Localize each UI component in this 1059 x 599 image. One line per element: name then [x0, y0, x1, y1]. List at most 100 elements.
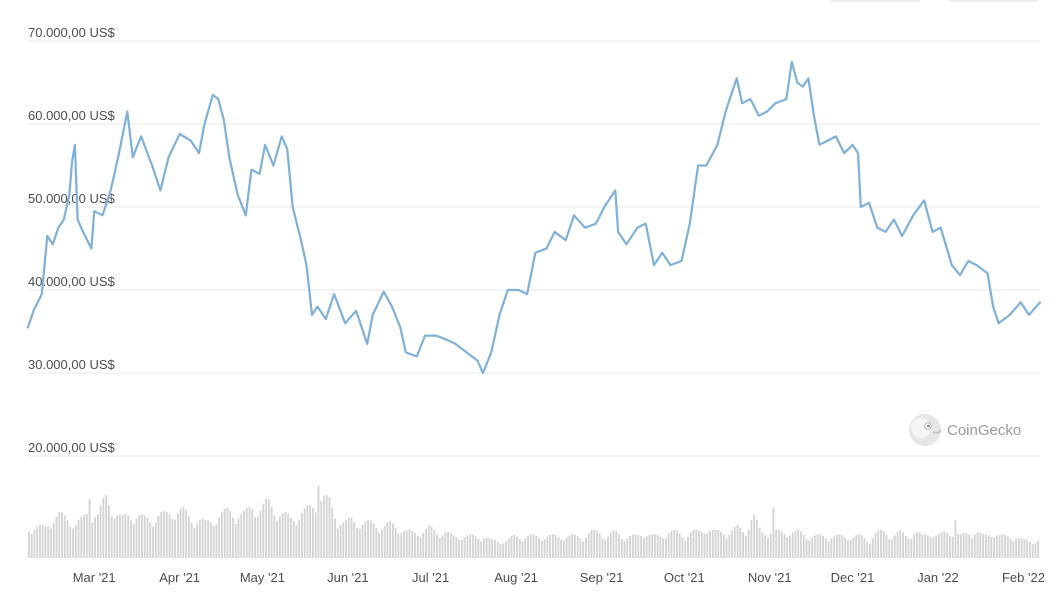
volume-bar	[642, 537, 645, 558]
volume-bar	[791, 532, 794, 558]
volume-bar	[929, 537, 932, 558]
volume-bar	[284, 512, 287, 558]
volume-bar	[91, 522, 94, 558]
volume-bar	[819, 534, 822, 558]
watermark-brand: CoinGecko	[947, 422, 1021, 439]
x-tick-label: Aug '21	[494, 570, 538, 585]
volume-bar	[747, 529, 750, 558]
volume-bar	[405, 530, 408, 558]
volume-bars	[28, 486, 1040, 558]
range-button-left[interactable]	[830, 0, 920, 2]
volume-bar	[118, 515, 121, 558]
volume-bar	[546, 536, 549, 558]
volume-bar	[204, 519, 207, 558]
volume-bar	[262, 503, 265, 558]
volume-bar	[744, 535, 747, 558]
volume-bar	[146, 517, 149, 558]
range-button-right[interactable]	[948, 0, 1038, 2]
volume-bar	[251, 509, 254, 558]
volume-bar	[990, 536, 993, 558]
volume-bar	[921, 534, 924, 558]
volume-bar	[336, 528, 339, 558]
volume-bar	[871, 538, 874, 558]
volume-bar	[551, 534, 554, 558]
volume-bar	[383, 526, 386, 558]
volume-bar	[711, 529, 714, 558]
volume-bar	[877, 529, 880, 558]
x-tick-label: Mar '21	[73, 570, 116, 585]
volume-bar	[827, 541, 830, 558]
volume-bar	[794, 530, 797, 558]
volume-bar	[664, 538, 667, 558]
volume-bar	[132, 524, 135, 558]
volume-bar	[830, 538, 833, 558]
volume-bar	[755, 519, 758, 558]
volume-bar	[811, 537, 813, 558]
volume-bar	[913, 534, 916, 558]
volume-bar	[739, 527, 742, 558]
volume-bar	[513, 534, 516, 558]
volume-bar	[94, 517, 97, 558]
volume-bar	[1020, 538, 1023, 558]
volume-bar	[408, 529, 411, 558]
volume-bar	[612, 530, 615, 558]
volume-bar	[1028, 541, 1031, 558]
volume-bar	[653, 534, 656, 558]
volume-bar	[157, 516, 160, 558]
volume-bar	[80, 516, 83, 558]
volume-bar	[838, 534, 841, 558]
volume-bar	[243, 511, 245, 558]
volume-bar	[234, 524, 237, 558]
volume-bar	[494, 539, 496, 558]
volume-bar	[295, 524, 298, 558]
volume-bar	[656, 534, 659, 558]
volume-bar	[518, 539, 521, 558]
volume-bar	[885, 534, 888, 558]
volume-bar	[659, 536, 662, 558]
volume-bar	[538, 538, 540, 558]
volume-bar	[63, 515, 66, 558]
volume-bar	[449, 533, 452, 558]
volume-bar	[425, 528, 427, 558]
volume-bar	[571, 534, 574, 558]
volume-bar	[761, 532, 764, 558]
volume-bar	[631, 534, 634, 558]
volume-bar	[971, 538, 973, 558]
volume-bar	[433, 529, 436, 558]
volume-bar	[629, 535, 631, 558]
x-tick-label: Nov '21	[748, 570, 792, 585]
volume-bar	[951, 536, 954, 558]
volume-bar	[375, 527, 378, 558]
volume-bar	[590, 530, 593, 558]
volume-bar	[1037, 540, 1040, 558]
volume-bar	[83, 514, 86, 558]
volume-bar	[783, 533, 786, 558]
volume-bar	[576, 536, 579, 558]
volume-bar	[802, 535, 805, 558]
volume-bar	[844, 537, 847, 558]
volume-bar	[1012, 541, 1015, 558]
volume-bar	[1031, 544, 1034, 558]
volume-bar	[85, 514, 88, 558]
volume-bar	[36, 526, 39, 558]
volume-bar	[273, 515, 276, 558]
volume-bar	[965, 533, 968, 558]
volume-bar	[350, 517, 353, 558]
volume-bar	[127, 515, 130, 558]
volume-bar	[940, 532, 943, 558]
volume-bar	[477, 538, 480, 558]
volume-bar	[562, 540, 565, 558]
volume-bar	[962, 533, 965, 558]
volume-bar	[143, 515, 146, 558]
volume-bar	[491, 539, 494, 558]
volume-bar	[281, 513, 284, 558]
volume-bar	[846, 540, 849, 558]
volume-bar	[604, 539, 607, 558]
volume-bar	[77, 519, 80, 558]
volume-bar	[347, 517, 350, 558]
price-line	[26, 60, 1042, 375]
volume-bar	[667, 533, 670, 558]
volume-bar	[364, 521, 367, 558]
volume-bar	[764, 535, 767, 558]
volume-bar	[270, 506, 273, 558]
